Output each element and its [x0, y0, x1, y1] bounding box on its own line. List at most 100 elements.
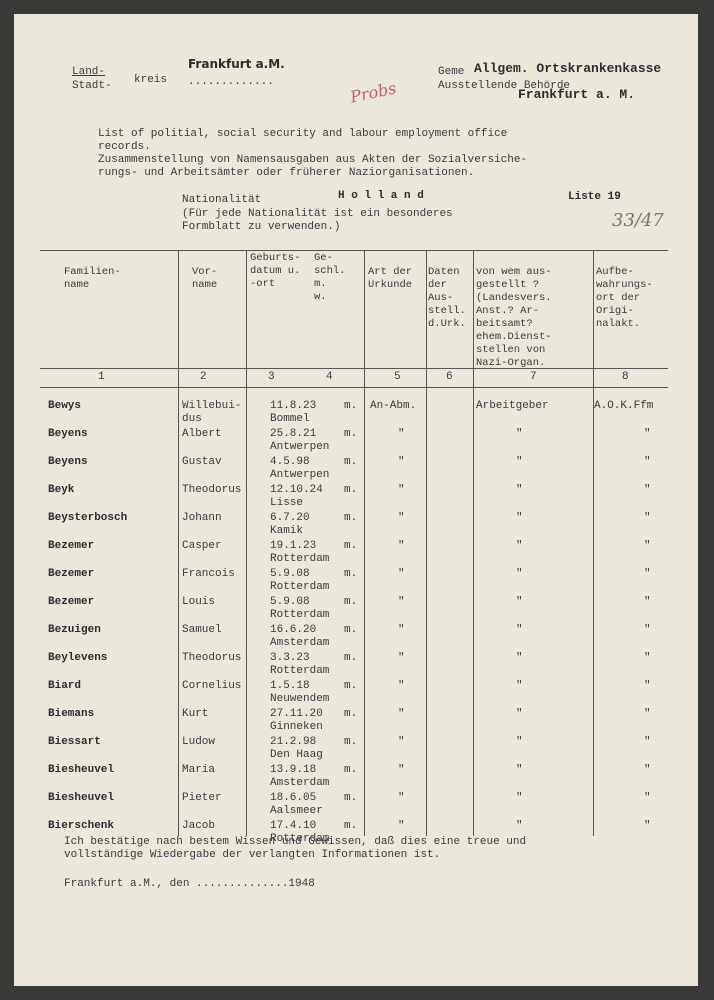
behoerde: Ausstellende Behörde	[438, 80, 571, 92]
archive: "	[644, 764, 651, 776]
birth-date: 3.3.23	[270, 652, 310, 664]
family-name: Biesheuvel	[48, 792, 115, 804]
column-number: 5	[394, 371, 401, 383]
family-name: Bezemer	[48, 596, 95, 608]
sex: m.	[344, 484, 358, 496]
birth-date: 5.9.08	[270, 596, 310, 608]
document-type: "	[398, 512, 405, 524]
column-header: Ge- schl. m. w.	[314, 252, 346, 303]
issuer: "	[516, 652, 523, 664]
sex: m.	[344, 512, 358, 524]
archive: "	[644, 540, 651, 552]
document-type: "	[398, 764, 405, 776]
family-name: Bewys	[48, 400, 82, 412]
birth-place: Rotterdam	[270, 833, 330, 845]
column-header: Vor- name	[192, 266, 218, 291]
sex: m.	[344, 428, 358, 440]
document-type: "	[398, 428, 405, 440]
column-number: 8	[622, 371, 629, 383]
document-type: "	[398, 596, 405, 608]
birth-place: Antwerpen	[270, 441, 330, 453]
issuer: "	[516, 624, 523, 636]
statement: Ich bestätige nach bestem Wissen und Gew…	[64, 836, 527, 861]
intro-german: Zusammenstellung von Namensausgaben aus …	[98, 154, 528, 179]
sex: m.	[344, 736, 358, 748]
document-type: "	[398, 680, 405, 692]
first-name: Casper	[182, 540, 222, 552]
birth-date: 25.8.21	[270, 428, 317, 440]
birth-place: Rotterdam	[270, 609, 330, 621]
dots: .............	[188, 76, 274, 88]
first-name: Willebui- dus	[182, 400, 242, 425]
birth-date: 21.2.98	[270, 736, 317, 748]
nationality-label: Nationalität	[182, 194, 262, 206]
stamp-city2: Frankfurt a. M.	[518, 87, 636, 102]
column-header: von wem aus- gestellt ? (Landesvers. Ans…	[476, 266, 552, 369]
first-name: Ludow	[182, 736, 216, 748]
rule	[40, 387, 668, 388]
column-rule	[246, 250, 247, 836]
first-name: Albert	[182, 428, 222, 440]
document-type: An-Abm.	[370, 400, 417, 412]
issuer: "	[516, 428, 523, 440]
first-name: Johann	[182, 512, 222, 524]
first-name: Gustav	[182, 456, 222, 468]
family-name: Beysterbosch	[48, 512, 128, 524]
family-name: Biemans	[48, 708, 95, 720]
sex: m.	[344, 652, 358, 664]
issuer: Arbeitgeber	[476, 400, 549, 412]
column-number: 2	[200, 371, 207, 383]
birth-place: Neuwendem	[270, 693, 330, 705]
birth-date: 6.7.20	[270, 512, 310, 524]
birth-place: Lisse	[270, 497, 304, 509]
birth-date: 1.5.18	[270, 680, 310, 692]
family-name: Bezemer	[48, 540, 95, 552]
family-name: Biessart	[48, 736, 101, 748]
family-name: Biesheuvel	[48, 764, 115, 776]
column-rule	[178, 250, 179, 836]
birth-date: 13.9.18	[270, 764, 317, 776]
birth-place: Rotterdam	[270, 581, 330, 593]
sex: m.	[344, 820, 358, 832]
document-type: "	[398, 484, 405, 496]
archive: "	[644, 792, 651, 804]
archive: "	[644, 596, 651, 608]
first-name: Maria	[182, 764, 216, 776]
birth-place: Aalsmeer	[270, 805, 323, 817]
family-name: Bezemer	[48, 568, 95, 580]
birth-date: 16.6.20	[270, 624, 317, 636]
column-rule	[364, 250, 365, 836]
issuer: "	[516, 484, 523, 496]
column-rule	[473, 250, 474, 836]
issuer: "	[516, 708, 523, 720]
first-name: Pieter	[182, 792, 222, 804]
column-header: Aufbe- wahrungs- ort der Origi- nalakt.	[596, 266, 653, 330]
archive: "	[644, 568, 651, 580]
land: Land-	[72, 66, 106, 78]
birth-date: 27.11.20	[270, 708, 323, 720]
issuer: "	[516, 820, 523, 832]
birth-place: Den Haag	[270, 749, 323, 761]
document-type: "	[398, 736, 405, 748]
rule	[40, 250, 668, 251]
first-name: Kurt	[182, 708, 209, 720]
birth-place: Rotterdam	[270, 665, 330, 677]
archive: "	[644, 512, 651, 524]
first-name: Samuel	[182, 624, 222, 636]
archive: "	[644, 820, 651, 832]
first-name: Theodorus	[182, 652, 242, 664]
sex: m.	[344, 400, 358, 412]
first-name: Jacob	[182, 820, 216, 832]
birth-date: 12.10.24	[270, 484, 323, 496]
birth-place: Ginneken	[270, 721, 323, 733]
nationality-note: (Für jede Nationalität ist ein besondere…	[182, 208, 453, 233]
document-type: "	[398, 568, 405, 580]
first-name: Theodorus	[182, 484, 242, 496]
handwritten-number: 33/47	[612, 210, 664, 231]
sex: m.	[344, 624, 358, 636]
family-name: Beyens	[48, 456, 88, 468]
archive: "	[644, 708, 651, 720]
issuer: "	[516, 596, 523, 608]
family-name: Bezuigen	[48, 624, 101, 636]
